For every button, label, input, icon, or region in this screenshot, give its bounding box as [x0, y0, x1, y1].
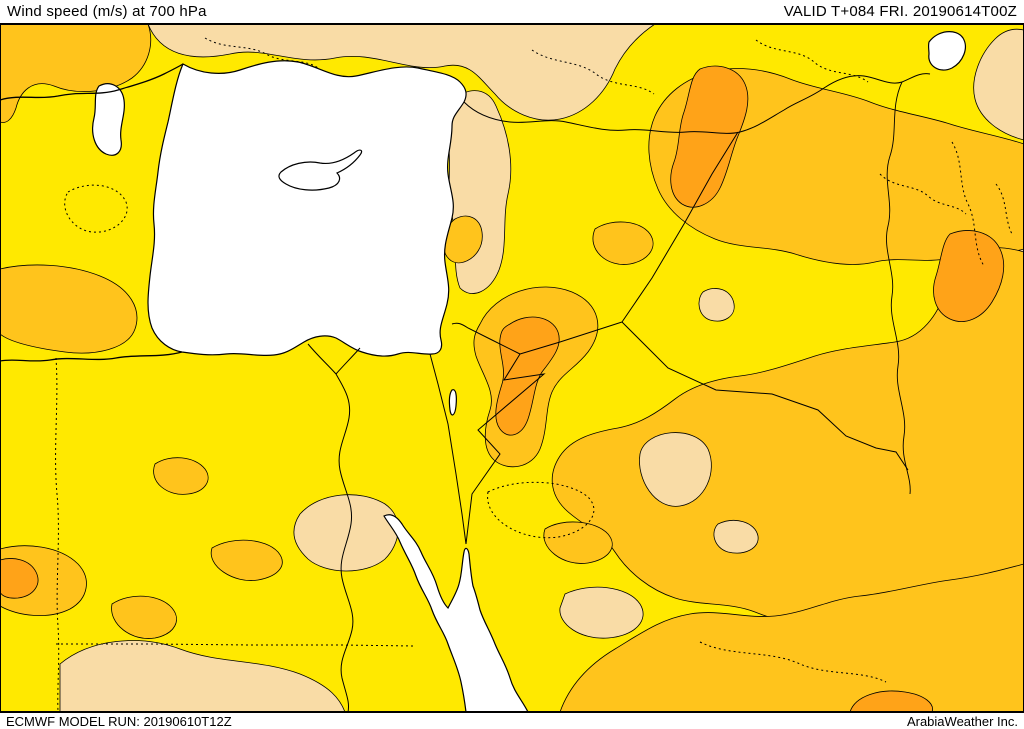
cream-region-anatolia — [147, 24, 656, 121]
dark-orange-core-bottom-left — [0, 558, 39, 599]
red-sea — [383, 514, 529, 712]
nile-delta-branch-west — [307, 343, 337, 375]
isotach-saudi-loop — [487, 481, 595, 539]
water-bodies — [92, 31, 966, 712]
wind-band-cream-regions — [59, 24, 1024, 712]
map-area — [0, 24, 1024, 712]
anatolian-lake — [92, 83, 125, 156]
coastlines-and-rivers — [0, 63, 361, 712]
dark-orange-core-bottom — [849, 690, 933, 712]
isotach-turkey-1 — [531, 49, 655, 95]
orange-region-western-desert — [153, 457, 209, 495]
orange-region-top-left — [0, 24, 152, 123]
orange-region-bottom-left-small1 — [111, 595, 177, 639]
border-iraq-saudi — [621, 321, 909, 471]
cream-region-top-right-corner — [973, 28, 1024, 141]
orange-region-center-small — [543, 521, 613, 564]
border-iran-iraq — [886, 81, 911, 495]
cream-region-egypt-east — [293, 494, 399, 572]
border-libya-egypt — [55, 357, 60, 712]
mediterranean-sea — [147, 60, 467, 357]
border-jordan-saudi — [465, 353, 546, 545]
map-footer: ECMWF MODEL RUN: 20190610T12Z ArabiaWeat… — [0, 712, 1024, 729]
orange-region-bottom-left-small2 — [210, 539, 283, 581]
dotted-borders-and-isotachs — [55, 37, 1013, 712]
border-egypt-israel — [429, 353, 467, 545]
model-run-label: ECMWF MODEL RUN: 20190610T12Z — [6, 713, 232, 729]
dark-orange-core-east — [933, 230, 1005, 322]
dead-sea — [448, 389, 457, 416]
branding-label: ArabiaWeather Inc. — [906, 713, 1018, 729]
coastline-egypt-west — [0, 351, 183, 362]
cream-region-nejd-small — [559, 586, 644, 639]
orange-region-left-mid — [0, 264, 138, 354]
political-borders-solid — [429, 73, 931, 545]
isotach-iran-2 — [879, 173, 967, 215]
map-header: Wind speed (m/s) at 700 hPa VALID T+084 … — [0, 0, 1024, 24]
wind-band-orange-regions — [0, 24, 1024, 712]
cream-region-central-small — [698, 288, 735, 322]
nile-delta-branch-east — [335, 347, 361, 375]
border-jordan-iraq — [519, 321, 623, 355]
cyprus-island — [278, 149, 363, 191]
cream-hole-iraq-saudi — [639, 432, 712, 507]
valid-time-label: VALID T+084 FRI. 20190614T00Z — [783, 3, 1017, 20]
border-syria-jordan — [451, 322, 521, 355]
map-title: Wind speed (m/s) at 700 hPa — [7, 3, 207, 20]
nile-river — [335, 373, 354, 712]
wind-speed-map — [0, 24, 1024, 712]
orange-region-ne-syria-small — [592, 221, 654, 265]
dark-orange-core-north-iraq — [670, 65, 749, 208]
coastline-turkey-west — [0, 63, 184, 101]
wind-band-cream-holes — [639, 432, 759, 554]
lake-van — [927, 31, 966, 71]
border-syria-iraq — [621, 131, 739, 323]
isotach-turkey-2 — [204, 37, 319, 69]
orange-region-south-saudi — [559, 563, 1024, 712]
border-turkey-syria-iraq — [463, 73, 931, 134]
cream-hole-kuwait — [713, 520, 759, 554]
